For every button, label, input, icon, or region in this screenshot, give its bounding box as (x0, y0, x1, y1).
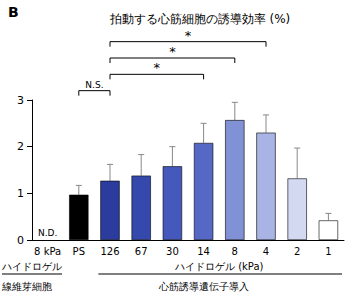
svg-text:4: 4 (263, 246, 269, 257)
svg-text:*: * (154, 60, 161, 75)
svg-text:N.D.: N.D. (38, 228, 57, 238)
svg-text:30: 30 (166, 246, 179, 257)
svg-text:1: 1 (325, 246, 331, 257)
svg-text:8: 8 (232, 246, 238, 257)
svg-text:PS: PS (73, 246, 85, 257)
svg-text:*: * (185, 28, 192, 43)
svg-text:67: 67 (135, 246, 148, 257)
svg-text:N.S.: N.S. (85, 80, 103, 90)
svg-text:0: 0 (17, 234, 24, 247)
svg-text:14: 14 (197, 246, 210, 257)
svg-text:ハイドロゲル: ハイドロゲル (1, 261, 62, 272)
svg-text:B: B (8, 4, 19, 20)
svg-text:ハイドロゲル (kPa): ハイドロゲル (kPa) (174, 261, 264, 272)
svg-text:8 kPa: 8 kPa (34, 246, 61, 257)
svg-text:心筋誘導遺伝子導入: 心筋誘導遺伝子導入 (158, 281, 249, 292)
svg-text:126: 126 (100, 246, 119, 257)
svg-text:3: 3 (17, 94, 24, 107)
svg-text:2: 2 (294, 246, 300, 257)
svg-text:拍動する心筋細胞の誘導効率 (%): 拍動する心筋細胞の誘導効率 (%) (109, 12, 291, 26)
svg-text:線維芽細胞: 線維芽細胞 (1, 281, 52, 292)
svg-text:2: 2 (17, 140, 24, 153)
svg-text:1: 1 (17, 187, 24, 200)
svg-text:*: * (169, 44, 176, 59)
